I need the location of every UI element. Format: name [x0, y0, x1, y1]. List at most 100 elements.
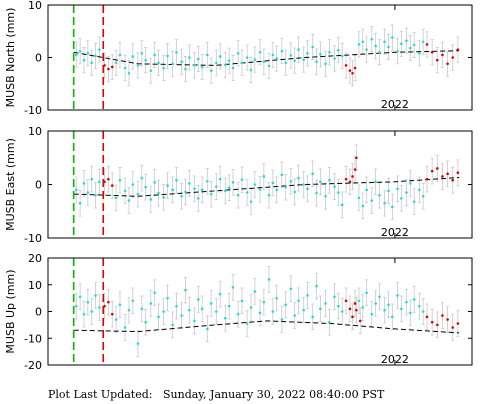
data-point-cyan [365, 291, 368, 295]
data-point-cyan [418, 304, 421, 308]
data-point-cyan [306, 52, 309, 55]
data-point-cyan [319, 53, 322, 56]
data-point-cyan [267, 278, 271, 281]
data-point-cyan [74, 304, 78, 308]
data-point-cyan [297, 48, 300, 51]
data-point-cyan [90, 310, 93, 313]
data-point-cyan [118, 303, 122, 307]
data-point-cyan [175, 178, 178, 182]
trend-line [73, 50, 460, 66]
data-point-red [441, 53, 444, 57]
data-point-cyan [171, 62, 174, 66]
data-point-red [436, 167, 439, 170]
data-point-cyan [162, 66, 165, 70]
data-point-cyan [78, 295, 82, 299]
data-point-cyan [224, 63, 227, 67]
data-point-cyan [144, 320, 147, 324]
data-point-cyan [249, 306, 253, 309]
data-point-cyan [114, 196, 118, 200]
data-point-cyan [340, 54, 344, 58]
data-point-red [430, 169, 434, 173]
data-point-cyan [90, 177, 93, 181]
data-point-cyan [215, 61, 218, 65]
data-point-cyan [206, 327, 209, 331]
y-tick-label: -10 [24, 232, 42, 245]
data-point-cyan [319, 180, 322, 184]
data-point-cyan [340, 310, 344, 313]
data-point-cyan [82, 312, 86, 316]
data-point-cyan [209, 192, 213, 196]
data-point-cyan [236, 312, 240, 316]
data-point-cyan [365, 188, 368, 192]
data-point-red [110, 184, 114, 187]
data-point-red [351, 175, 354, 178]
data-point-cyan [275, 188, 279, 192]
panel-1: -10 0 10 2022 MUSB North (mm) [4, 0, 473, 117]
data-point-red [451, 178, 455, 182]
data-point-cyan [409, 182, 412, 185]
data-point-cyan [315, 60, 318, 63]
data-point-cyan [184, 67, 187, 71]
data-point-cyan [357, 196, 361, 200]
data-point-red [351, 315, 354, 319]
data-point-cyan [188, 182, 191, 185]
data-point-cyan [166, 296, 169, 300]
data-point-cyan [271, 310, 275, 313]
data-point-cyan [280, 318, 284, 321]
data-point-cyan [378, 50, 381, 54]
data-point-cyan [180, 314, 183, 317]
data-point-cyan [123, 326, 127, 329]
data-point-cyan [193, 319, 196, 323]
data-point-red [107, 300, 110, 304]
data-point-cyan [267, 64, 271, 68]
data-point-cyan [400, 42, 403, 46]
data-point-red [110, 65, 114, 69]
data-point-cyan [175, 50, 178, 54]
panel-2: -10 0 10 2022 MUSB East (mm) [4, 125, 473, 245]
data-point-red [441, 175, 444, 178]
data-point-cyan [227, 59, 231, 62]
data-point-cyan [236, 52, 240, 55]
data-point-cyan [153, 291, 156, 295]
data-point-cyan [306, 294, 309, 297]
data-point-cyan [387, 189, 390, 193]
data-point-cyan [227, 186, 231, 190]
data-point-cyan [218, 177, 222, 181]
data-point-cyan [184, 190, 187, 194]
data-point-red [451, 326, 455, 329]
data-point-cyan [378, 193, 381, 197]
data-point-red [107, 177, 110, 181]
y-tick-label: 0 [35, 52, 42, 65]
data-point-red [425, 315, 429, 319]
data-point-cyan [86, 191, 90, 194]
data-point-cyan [245, 191, 249, 194]
data-point-red [456, 48, 460, 51]
data-point-cyan [224, 316, 227, 320]
data-point-cyan [180, 194, 183, 198]
y-tick-label: 10 [28, 279, 42, 292]
data-point-cyan [149, 198, 153, 201]
data-point-cyan [333, 57, 336, 60]
data-point-cyan [127, 308, 131, 312]
data-point-cyan [209, 302, 213, 305]
data-point-cyan [157, 191, 160, 195]
data-point-cyan [231, 181, 235, 184]
last-updated-label: Plot Last Updated: [48, 388, 153, 401]
data-point-cyan [315, 191, 318, 195]
x-tick-label: 2022 [381, 98, 409, 111]
data-point-cyan [361, 40, 365, 44]
data-point-cyan [328, 50, 331, 54]
data-point-cyan [180, 60, 183, 63]
data-point-cyan [284, 61, 287, 65]
data-point-cyan [387, 303, 390, 307]
data-point-cyan [215, 185, 218, 188]
data-point-red [456, 322, 460, 325]
data-point-cyan [253, 183, 257, 186]
data-point-red [425, 177, 429, 181]
data-point-cyan [82, 58, 86, 62]
data-point-cyan [74, 188, 78, 192]
data-point-cyan [337, 304, 340, 308]
data-point-cyan [175, 304, 178, 308]
data-point-cyan [127, 199, 131, 202]
data-point-cyan [374, 44, 377, 48]
